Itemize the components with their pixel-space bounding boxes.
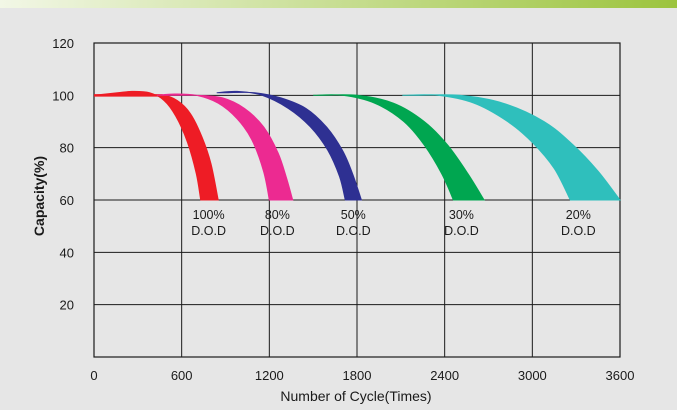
y-tick-label-0: 20 bbox=[60, 298, 74, 313]
series-band-2 bbox=[216, 90, 363, 201]
series-band-4 bbox=[402, 94, 622, 201]
x-tick-label-1: 600 bbox=[171, 368, 193, 383]
series-label-dod-0: D.O.D bbox=[191, 224, 226, 238]
x-tick-label-4: 2400 bbox=[430, 368, 459, 383]
series-label-pct-3: 30% bbox=[449, 208, 474, 222]
y-tick-label-4: 100 bbox=[52, 88, 74, 103]
series-label-dod-3: D.O.D bbox=[444, 224, 479, 238]
y-tick-label-1: 40 bbox=[60, 245, 74, 260]
series-label-dod-1: D.O.D bbox=[260, 224, 295, 238]
x-tick-label-5: 3000 bbox=[518, 368, 547, 383]
top-accent-band bbox=[0, 0, 677, 8]
series-label-pct-0: 100% bbox=[193, 208, 225, 222]
x-axis-label: Number of Cycle(Times) bbox=[280, 388, 431, 404]
x-tick-label-2: 1200 bbox=[255, 368, 284, 383]
y-tick-label-2: 60 bbox=[60, 193, 74, 208]
y-axis-label: Capacity(%) bbox=[31, 156, 47, 236]
plot-ticks: 0 600 1200 1800 2400 3000 3600 20 40 60 80 100 120 bbox=[52, 36, 634, 383]
series-label-pct-4: 20% bbox=[566, 208, 591, 222]
x-tick-label-3: 1800 bbox=[343, 368, 372, 383]
series-label-pct-2: 50% bbox=[341, 208, 366, 222]
series-band-3 bbox=[313, 94, 485, 201]
series-band-1 bbox=[156, 93, 294, 201]
plot-series bbox=[93, 90, 622, 201]
y-tick-label-3: 80 bbox=[60, 141, 74, 156]
x-tick-label-6: 3600 bbox=[606, 368, 635, 383]
series-label-dod-4: D.O.D bbox=[561, 224, 596, 238]
series-label-pct-1: 80% bbox=[265, 208, 290, 222]
plot-labels: 100% D.O.D 80% D.O.D 50% D.O.D 30% D.O.D 20% D.O.… bbox=[191, 208, 595, 238]
series-band-0 bbox=[93, 90, 219, 201]
x-tick-label-0: 0 bbox=[90, 368, 97, 383]
series-label-dod-2: D.O.D bbox=[336, 224, 371, 238]
y-tick-label-5: 120 bbox=[52, 36, 74, 51]
